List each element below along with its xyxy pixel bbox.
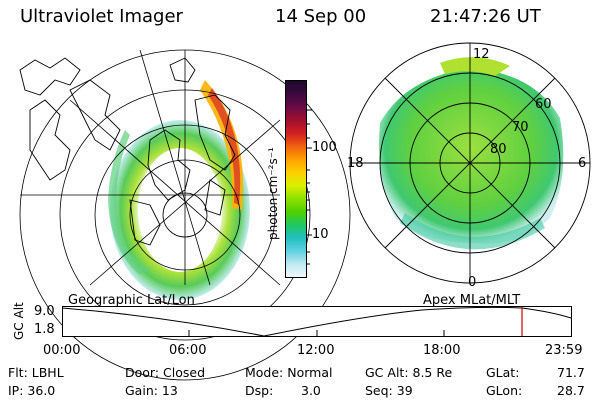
time-label: 21:47:26 UT	[430, 6, 541, 27]
colorbar-tick-10: 10	[312, 227, 329, 242]
time-tick-0000: 00:00	[43, 343, 81, 358]
door-status: Door: Closed	[125, 365, 206, 380]
colorbar-tick-100: 100	[312, 140, 337, 155]
timeline-axis-label: GC Alt	[12, 302, 26, 340]
geographic-map	[19, 49, 351, 381]
instrument-title: Ultraviolet Imager	[20, 6, 183, 27]
mlt-label-18: 18	[347, 156, 364, 171]
apex-title: Apex MLat/MLT	[423, 293, 521, 308]
timeline-ytick-low: 1.8	[34, 322, 55, 337]
mlat-label-70: 70	[512, 120, 529, 135]
timeline-ytick-high: 9.0	[34, 304, 55, 319]
mlt-label-12: 12	[473, 47, 490, 62]
gc-alt-status: GC Alt: 8.5 Re	[365, 365, 453, 380]
gain-status: Gain: 13	[125, 383, 178, 398]
mlat-label-80: 80	[490, 142, 507, 157]
time-tick-1800: 18:00	[423, 343, 461, 358]
dsp-label: Dsp:	[245, 383, 274, 398]
glat-value: 71.7	[557, 365, 585, 380]
altitude-timeline	[61, 306, 572, 337]
ip-status: IP: 36.0	[8, 383, 56, 398]
mode-status: Mode: Normal	[245, 365, 333, 380]
colorbar	[285, 80, 307, 278]
colorbar-ticks	[306, 109, 312, 265]
time-tick-0600: 06:00	[169, 343, 207, 358]
dsp-value: 3.0	[301, 383, 321, 398]
colorbar-unit-label: photon cm⁻²s⁻¹	[266, 147, 280, 240]
time-tick-2359: 23:59	[545, 343, 583, 358]
time-tick-1200: 12:00	[297, 343, 335, 358]
glat-label: GLat:	[486, 365, 520, 380]
seq-status: Seq: 39	[365, 383, 413, 398]
mlt-label-0: 0	[468, 275, 477, 290]
glon-value: 28.7	[557, 383, 585, 398]
mlat-label-60: 60	[535, 97, 552, 112]
geographic-title: Geographic Lat/Lon	[68, 293, 195, 308]
mlt-polar-plot	[349, 42, 591, 284]
filter-status: Flt: LBHL	[8, 365, 64, 380]
date-label: 14 Sep 00	[275, 6, 367, 27]
mlt-label-6: 6	[578, 156, 587, 171]
glon-label: GLon:	[486, 383, 523, 398]
